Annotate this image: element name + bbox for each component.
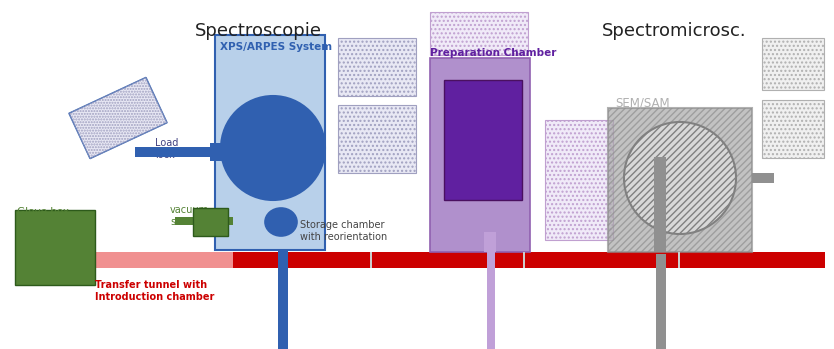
Bar: [656, 254, 666, 349]
Bar: [273, 182, 283, 200]
Bar: [444, 80, 522, 200]
Text: vacuum
suitcase: vacuum suitcase: [170, 205, 210, 227]
Bar: [484, 232, 496, 252]
Text: Transfer tunnel with
Introduction chamber: Transfer tunnel with Introduction chambe…: [95, 280, 214, 302]
Bar: [338, 38, 416, 96]
Bar: [487, 252, 495, 349]
Text: Spectromicrosc.: Spectromicrosc.: [602, 22, 746, 40]
Bar: [762, 100, 824, 158]
Bar: [608, 108, 752, 252]
Bar: [752, 173, 774, 183]
Text: Preparation Chamber: Preparation Chamber: [430, 48, 556, 58]
Text: Storage chamber
with reorientation: Storage chamber with reorientation: [300, 220, 387, 242]
Text: SEM/SAM: SEM/SAM: [615, 97, 670, 110]
Text: XPS/ARPES System: XPS/ARPES System: [220, 42, 332, 52]
Ellipse shape: [221, 96, 325, 200]
Bar: [678, 252, 680, 268]
Bar: [430, 12, 528, 55]
Ellipse shape: [265, 208, 297, 236]
Bar: [15, 210, 95, 285]
Bar: [193, 208, 228, 236]
Bar: [338, 105, 416, 173]
Text: Spectroscopie: Spectroscopie: [195, 22, 322, 40]
Bar: [95, 252, 233, 268]
Polygon shape: [69, 77, 167, 158]
Bar: [233, 252, 825, 268]
Bar: [430, 58, 530, 252]
Bar: [215, 35, 325, 250]
Bar: [135, 147, 213, 157]
Bar: [210, 143, 225, 161]
Ellipse shape: [624, 122, 736, 234]
Bar: [523, 252, 525, 268]
Text: Glove box: Glove box: [17, 207, 69, 217]
Bar: [370, 252, 372, 268]
Bar: [175, 217, 233, 225]
Text: Load
lock: Load lock: [155, 138, 178, 159]
Bar: [762, 38, 824, 90]
Bar: [545, 120, 613, 240]
Bar: [654, 157, 666, 252]
Bar: [278, 249, 288, 349]
